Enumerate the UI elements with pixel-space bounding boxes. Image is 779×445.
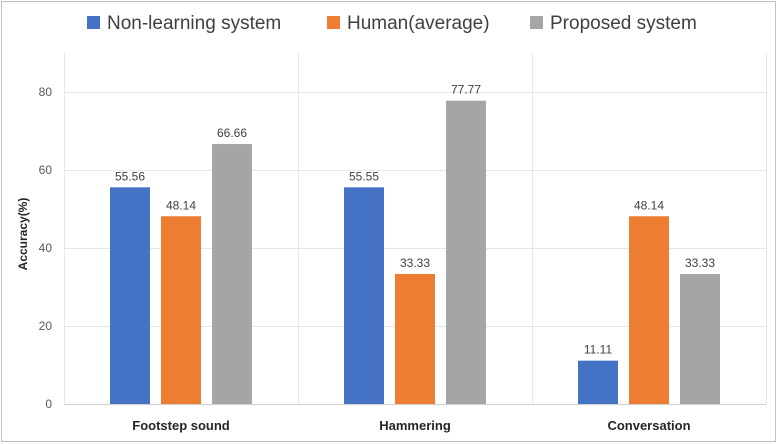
bar-0-2: [212, 144, 252, 404]
bar-2-1: [629, 216, 669, 404]
data-label-0-2: 66.66: [217, 126, 247, 140]
data-label-1-1: 33.33: [400, 256, 430, 270]
bar-2-2: [680, 274, 720, 404]
x-axis-categories: Footstep sound Hammering Conversation: [132, 418, 690, 433]
legend-label-0: Non-learning system: [107, 13, 281, 34]
legend-swatch-0: [87, 16, 100, 29]
bar-1-2: [446, 100, 486, 405]
data-label-0-0: 55.56: [115, 169, 145, 183]
bars: 55.56 48.14 66.66 55.55 33.33 77.77 11.11 48.14…: [110, 83, 720, 405]
bar-2-0: [578, 360, 618, 404]
legend-swatch-1: [327, 16, 340, 29]
bar-0-1: [161, 216, 201, 404]
y-tick-label-2: 40: [39, 241, 53, 255]
legend-swatch-2: [530, 16, 543, 29]
bar-0-0: [110, 187, 150, 404]
y-axis-label: Accuracy(%): [16, 198, 30, 271]
data-label-2-0: 11.11: [584, 343, 613, 357]
bar-1-1: [395, 274, 435, 404]
y-tick-label-1: 20: [39, 319, 53, 333]
data-label-2-2: 33.33: [685, 256, 715, 270]
legend-label-2: Proposed system: [550, 13, 697, 34]
category-label-1: Hammering: [379, 418, 451, 433]
y-axis-ticks: 0 20 40 60 80: [39, 85, 53, 411]
bar-1-0: [344, 187, 384, 404]
legend: Non-learning system Human(average) Propose…: [87, 13, 697, 34]
category-label-0: Footstep sound: [132, 418, 230, 433]
y-tick-label-3: 60: [39, 163, 53, 177]
data-label-0-1: 48.14: [166, 198, 196, 212]
y-tick-label-4: 80: [39, 85, 53, 99]
data-label-1-0: 55.55: [349, 169, 379, 183]
legend-label-1: Human(average): [347, 13, 490, 34]
data-label-2-1: 48.14: [634, 198, 664, 212]
y-tick-label-0: 0: [45, 397, 52, 411]
data-label-1-2: 77.77: [451, 83, 481, 97]
category-label-2: Conversation: [607, 418, 690, 433]
